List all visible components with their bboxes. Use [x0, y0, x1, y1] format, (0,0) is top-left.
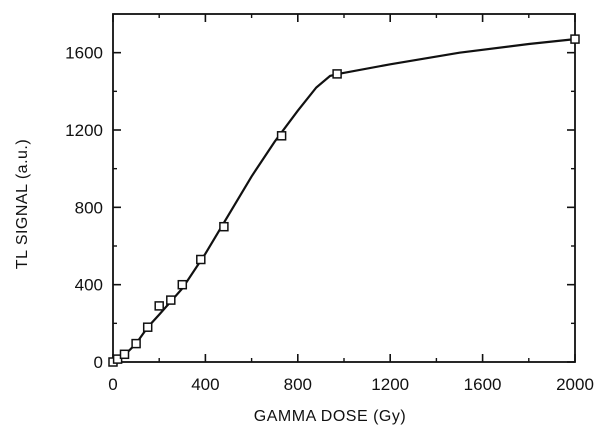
y-tick-label: 0	[94, 353, 103, 372]
y-axis-title: TL SIGNAL (a.u.)	[14, 139, 31, 269]
axis-ticks	[112, 14, 576, 363]
fit-curve	[112, 38, 576, 363]
data-point	[154, 301, 164, 311]
data-point	[131, 338, 141, 349]
data-point	[142, 322, 153, 332]
x-tick-label: 1600	[464, 375, 502, 394]
data-point	[219, 221, 229, 232]
y-tick-label: 800	[75, 198, 103, 217]
data-point	[570, 34, 580, 44]
data-point	[177, 279, 188, 290]
data-point	[332, 69, 342, 79]
plot-frame	[112, 13, 576, 363]
data-points	[108, 34, 580, 367]
x-tick-labels: 0 400 800 1200 1600 2000	[108, 375, 594, 394]
data-point	[166, 295, 176, 305]
data-point	[112, 354, 123, 364]
y-tick-labels: 0 400 800 1200 1600	[65, 44, 103, 372]
data-point	[276, 131, 287, 141]
x-tick-label: 2000	[556, 375, 594, 394]
x-tick-label: 1200	[371, 375, 409, 394]
data-point	[119, 349, 130, 360]
y-tick-label: 400	[75, 276, 103, 295]
x-tick-label: 0	[108, 375, 117, 394]
x-tick-label: 400	[191, 375, 219, 394]
y-tick-label: 1600	[65, 44, 103, 63]
y-tick-label: 1200	[65, 121, 103, 140]
data-point	[196, 254, 206, 265]
x-axis-title: GAMMA DOSE (Gy)	[254, 408, 406, 425]
x-tick-label: 800	[284, 375, 312, 394]
